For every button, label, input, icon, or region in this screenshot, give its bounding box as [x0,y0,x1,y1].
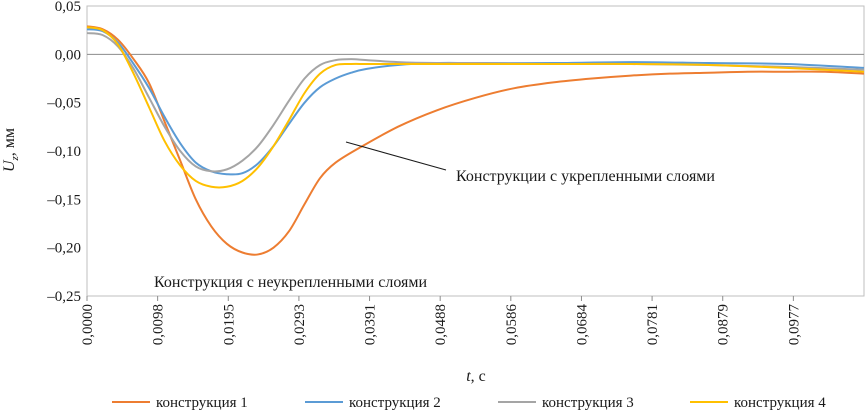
x-axis-title-unit: , с [471,368,486,385]
plot-border [86,5,865,297]
y-axis-title-sub: z [9,155,21,161]
x-tick-label: 0,0586 [504,304,520,346]
y-tick-label: –0,20 [46,241,81,257]
y-tick-label: –0,05 [46,96,81,112]
y-tick-label: –0,25 [46,289,81,305]
series-line-1 [86,25,865,256]
annotation-unreinforced: Конструкция с неукрепленными слоями [154,274,427,291]
annotation-leader-line [345,141,447,171]
x-axis-title-var: t [466,368,471,385]
x-tick-label: 0,0098 [151,304,167,345]
x-tick-label: 0,0293 [292,304,308,345]
x-axis: 0,0000 0,0098 0,0195 0,0293 0,0391 0,0488 0,05… [80,296,802,345]
x-tick-label: 0,0488 [433,304,449,345]
y-tick-label: –0,10 [46,144,81,160]
series-lines [86,25,865,256]
y-axis: 0,05 0,00 –0,05 –0,10 –0,15 –0,20 –0,25 [46,0,81,305]
legend: конструкция 1 конструкция 2 конструкция 3 к… [112,395,826,411]
y-axis-title-unit: , мм [1,128,18,156]
x-tick-label: 0,0879 [716,304,732,345]
y-axis-title-var: U [1,159,18,172]
x-tick-label: 0,0781 [645,304,661,345]
x-tick-label: 0,0000 [80,304,96,345]
y-tick-label: 0,05 [55,0,81,15]
legend-label-4: конструкция 4 [734,395,826,411]
y-axis-title: Uz, мм [1,128,21,172]
x-tick-label: 0,0391 [363,304,379,345]
y-tick-label: –0,15 [46,192,81,208]
series-line-3 [86,32,865,173]
x-tick-label: 0,0195 [221,304,237,345]
x-tick-label: 0,0684 [574,304,590,346]
legend-label-1: конструкция 1 [156,395,248,411]
x-axis-title: t, с [466,368,486,385]
x-tick-label: 0,0977 [786,304,802,346]
legend-label-2: конструкция 2 [349,395,441,411]
series-line-2 [86,28,865,176]
plot-area [86,5,865,297]
series-line-4 [86,26,865,189]
legend-label-3: конструкция 3 [542,395,634,411]
annotation-reinforced: Конструкции с укрепленными слоями [456,168,715,185]
y-tick-label: 0,00 [55,47,81,63]
